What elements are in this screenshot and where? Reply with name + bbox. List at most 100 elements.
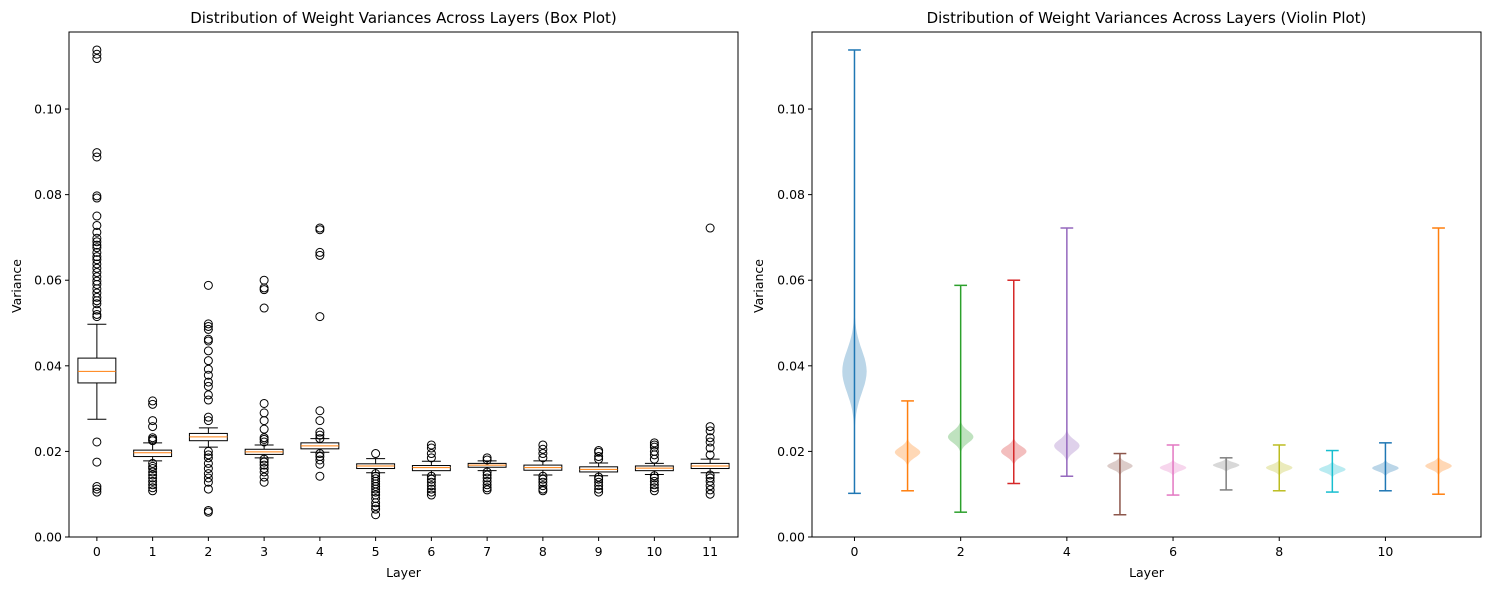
box-outlier-point — [371, 484, 381, 494]
box-outlier-point — [649, 438, 659, 448]
box-outlier-point — [259, 460, 269, 470]
box-outlier-point — [315, 312, 325, 322]
box-outlier-point — [315, 427, 325, 437]
box-outlier-point — [259, 285, 269, 295]
box-x-tick-label: 2 — [204, 544, 212, 559]
box-y-tick-label: 0.02 — [34, 444, 62, 459]
box-outlier-point — [148, 461, 158, 471]
box-outlier-point — [371, 510, 381, 520]
box-outlier-point — [203, 450, 213, 460]
box-outlier-point — [315, 225, 325, 235]
box-outlier-point — [315, 416, 325, 426]
box-outlier-point — [594, 484, 604, 494]
box-outlier-point — [92, 237, 102, 247]
box-outlier-point — [649, 480, 659, 490]
box-outlier-point — [259, 303, 269, 313]
box-outlier-point — [203, 464, 213, 474]
box-outlier-point — [594, 477, 604, 487]
box-outlier-point — [203, 370, 213, 380]
box-outlier-point — [705, 437, 715, 447]
box-outlier-point — [259, 424, 269, 434]
box-outlier-point — [594, 487, 604, 497]
box-outlier-point — [315, 406, 325, 416]
box-outlier-point — [203, 346, 213, 356]
box-outlier-point — [92, 45, 102, 55]
box-outlier-point — [148, 467, 158, 477]
box-outlier-point — [203, 364, 213, 374]
box-outlier-point — [649, 486, 659, 496]
box-x-tick-label: 6 — [427, 544, 435, 559]
box-outlier-point — [705, 489, 715, 499]
violin-y-tick-label: 0.08 — [777, 187, 805, 202]
box-outlier-point — [594, 447, 604, 457]
box-outlier-point — [92, 484, 102, 494]
box-outlier-point — [148, 464, 158, 474]
box-outlier-point — [315, 247, 325, 257]
box-outlier-point — [649, 440, 659, 450]
box-outlier-point — [203, 321, 213, 331]
box-outlier-point — [538, 440, 548, 450]
box-outlier-point — [92, 312, 102, 322]
box-outlier-point — [92, 220, 102, 230]
box-outlier-point — [705, 433, 715, 443]
box-outlier-point — [594, 481, 604, 491]
box-outlier-point — [482, 483, 492, 493]
violin-plot-area: 0.00 0.02 0.04 0.06 0.08 0.10 0 2 4 6 8 10 — [777, 49, 1452, 559]
box-outlier-point — [649, 471, 659, 481]
box-outlier-point — [259, 283, 269, 293]
box-outlier-point — [259, 408, 269, 418]
box-outlier-point — [705, 443, 715, 453]
box-x-tick-label: 11 — [702, 544, 718, 559]
box-outlier-point — [371, 501, 381, 511]
box-outlier-point — [538, 471, 548, 481]
violin-x-tick-label: 2 — [957, 544, 965, 559]
box-outlier-point — [705, 450, 715, 460]
box-outlier-point — [594, 454, 604, 464]
box-y-tick-label: 0.04 — [34, 358, 62, 373]
box-outlier-point — [649, 450, 659, 460]
box-outlier-point — [705, 422, 715, 432]
box-outlier-point — [203, 356, 213, 366]
box-outlier-point — [259, 477, 269, 487]
box-outlier-point — [92, 191, 102, 201]
box-outlier-point — [426, 440, 436, 450]
box-outlier-point — [92, 233, 102, 243]
box-outlier-point — [538, 444, 548, 454]
box-x-tick-label: 3 — [260, 544, 268, 559]
violin-y-tick-label: 0.06 — [777, 273, 805, 288]
box-plot-ylabel: Variance — [9, 259, 24, 313]
box-y-tick-label: 0.00 — [34, 530, 62, 545]
violin-y-tick-label: 0.10 — [777, 102, 805, 117]
box-outlier-point — [92, 54, 102, 64]
box-outlier-point — [594, 452, 604, 462]
box-outlier-point — [148, 436, 158, 446]
box-outlier-point — [203, 334, 213, 344]
box-outlier-point — [649, 476, 659, 486]
box-outlier-point — [482, 485, 492, 495]
box-outlier-point — [259, 467, 269, 477]
box-x-tick-label: 0 — [93, 544, 101, 559]
box-outlier-point — [92, 284, 102, 294]
box-outlier-point — [259, 416, 269, 426]
box-x-tick-label: 5 — [372, 544, 380, 559]
box-outlier-point — [92, 296, 102, 306]
box-outlier-point — [538, 486, 548, 496]
box-outlier-point — [649, 473, 659, 483]
box-outlier-point — [92, 299, 102, 309]
box-outlier-point — [203, 416, 213, 426]
violin-plot-panel: Distribution of Weight Variances Across … — [751, 9, 1482, 580]
box-body — [77, 357, 117, 384]
box-outlier-point — [482, 455, 492, 465]
violin-y-tick-label: 0.02 — [777, 444, 805, 459]
violin-x-tick-label: 8 — [1275, 544, 1283, 559]
box-outlier-point — [203, 336, 213, 346]
box-outlier-point — [259, 464, 269, 474]
box-outlier-point — [203, 319, 213, 329]
box-outlier-point — [315, 434, 325, 444]
box-outlier-point — [705, 223, 715, 233]
violin-plot-frame — [811, 31, 1482, 538]
violin-plot-title: Distribution of Weight Variances Across … — [927, 9, 1367, 27]
box-outlier-point — [148, 458, 158, 468]
box-outlier-point — [203, 505, 213, 515]
